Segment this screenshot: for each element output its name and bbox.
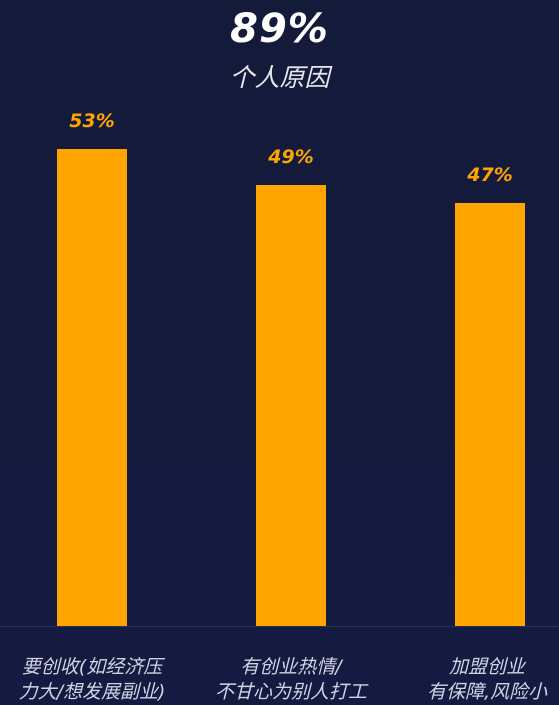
category-label-line: 不甘心为别人打工	[214, 681, 367, 703]
header-label: 个人原因	[229, 63, 330, 92]
category-label-line: 有保障,风险小	[426, 681, 548, 703]
header-value: 89%	[230, 6, 329, 52]
category-label-2: 有创业热情/不甘心为别人打工	[201, 655, 381, 705]
value-label-1: 53%	[69, 110, 114, 132]
value-label-3: 47%	[466, 164, 512, 186]
category-label-3: 加盟创业有保障,风险小	[397, 655, 559, 705]
category-label-line: 加盟创业	[448, 656, 525, 678]
bar-2	[256, 185, 326, 626]
category-label-1: 要创收(如经济压 力大/想发展副业)	[2, 655, 182, 705]
bar-3	[455, 203, 525, 626]
bar-1	[57, 149, 127, 626]
category-label-line: 有创业热情/	[240, 656, 342, 678]
value-label-2: 49%	[267, 146, 313, 168]
category-label-line: 力大/想发展副业)	[18, 681, 166, 703]
category-label-line: 要创收(如经济压	[21, 656, 163, 678]
